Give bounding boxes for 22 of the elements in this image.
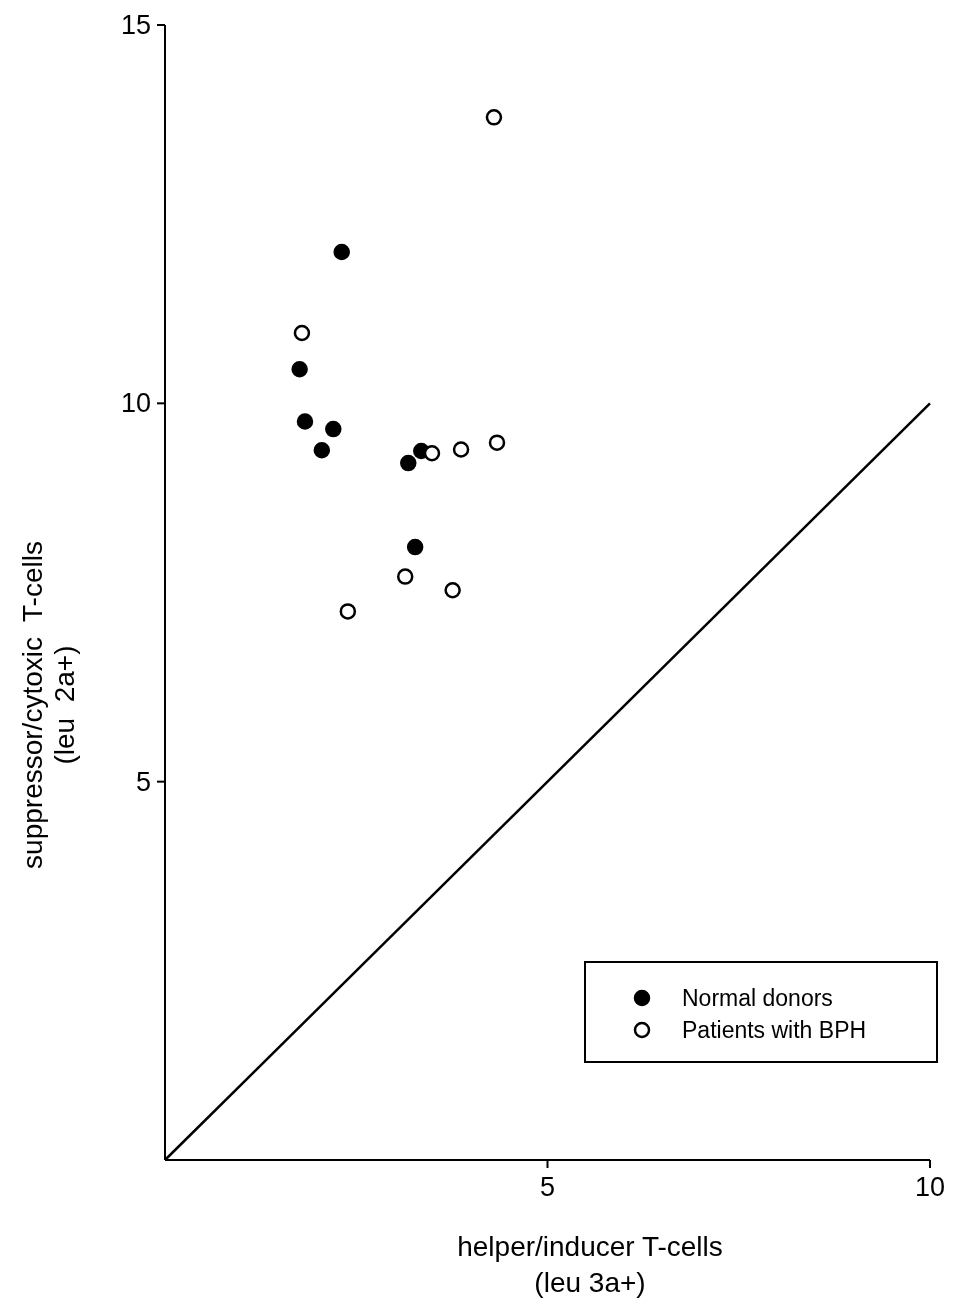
y-tick-label: 15 (120, 10, 151, 40)
point (452, 441, 470, 458)
point (293, 324, 311, 342)
point (313, 442, 331, 459)
point (339, 603, 357, 620)
point (333, 243, 350, 261)
point (485, 109, 503, 126)
point (396, 568, 414, 585)
y-axis-title: suppressor/cytoxic T-cells (leu 2a+) (17, 541, 80, 869)
point (296, 413, 314, 430)
point (400, 454, 417, 472)
legend-label: Patients with BPH (682, 1017, 867, 1043)
point (423, 445, 441, 462)
point (488, 434, 506, 451)
point (406, 538, 424, 556)
point (291, 361, 308, 378)
point (444, 581, 461, 599)
y-tick-label: 5 (135, 766, 151, 797)
y-tick-label: 10 (120, 388, 151, 419)
x-axis-title: helper/inducer T-cells (leu 3a+) (457, 1231, 723, 1298)
point (325, 420, 342, 438)
legend-label: Normal donors (682, 985, 833, 1011)
